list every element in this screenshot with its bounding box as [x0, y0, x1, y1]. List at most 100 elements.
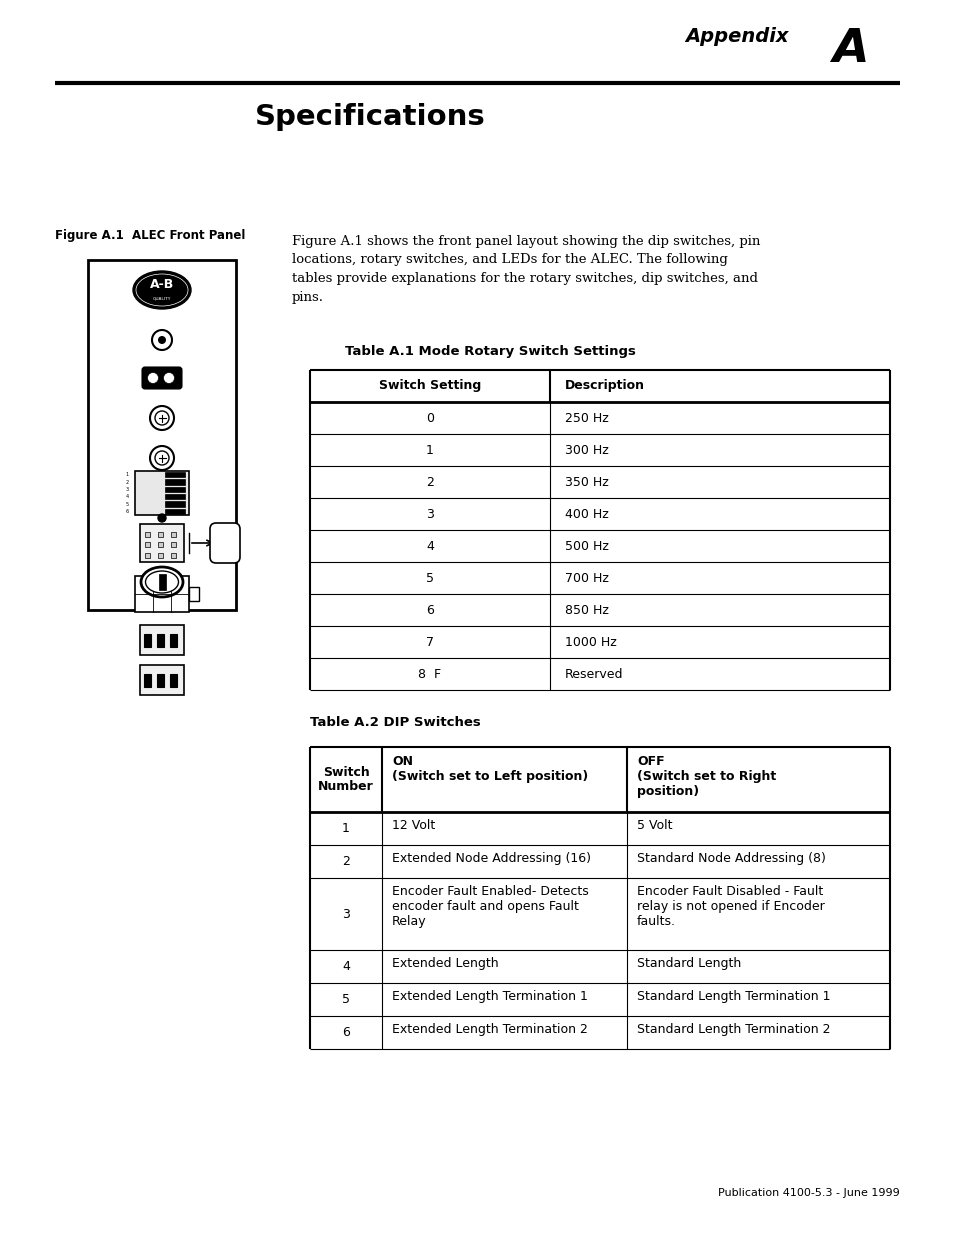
Text: 0: 0: [426, 411, 434, 425]
Text: Extended Length Termination 1: Extended Length Termination 1: [392, 990, 587, 1003]
Text: 5: 5: [426, 572, 434, 584]
Circle shape: [154, 451, 169, 466]
Bar: [156, 673, 163, 687]
Text: 300 Hz: 300 Hz: [564, 443, 608, 457]
Text: 350 Hz: 350 Hz: [564, 475, 608, 489]
Text: 6: 6: [342, 1026, 350, 1039]
Text: 3: 3: [342, 908, 350, 920]
Text: Description: Description: [564, 379, 644, 393]
Text: A-B: A-B: [150, 279, 174, 291]
Bar: [165, 509, 185, 514]
Bar: [144, 542, 150, 547]
Text: Table A.2 DIP Switches: Table A.2 DIP Switches: [310, 715, 480, 729]
FancyBboxPatch shape: [142, 368, 181, 389]
Text: Standard Length Termination 1: Standard Length Termination 1: [637, 990, 830, 1003]
Bar: [165, 494, 185, 499]
Text: Table A.1 Mode Rotary Switch Settings: Table A.1 Mode Rotary Switch Settings: [345, 346, 636, 358]
Bar: [158, 574, 165, 590]
Bar: [171, 552, 175, 557]
Circle shape: [154, 411, 169, 425]
Text: 700 Hz: 700 Hz: [564, 572, 608, 584]
Text: 1: 1: [126, 472, 129, 477]
Text: 6: 6: [126, 509, 129, 514]
Bar: [143, 673, 151, 687]
Text: 5: 5: [126, 501, 129, 506]
Text: Appendix: Appendix: [684, 27, 788, 47]
Text: QUALITY: QUALITY: [152, 296, 171, 301]
Text: Reserved: Reserved: [564, 667, 623, 680]
Text: 12 Volt: 12 Volt: [392, 819, 435, 832]
FancyBboxPatch shape: [210, 522, 240, 563]
Bar: [189, 587, 199, 601]
Bar: [171, 531, 175, 536]
Text: Standard Node Addressing (8): Standard Node Addressing (8): [637, 852, 825, 864]
Text: 3: 3: [426, 508, 434, 520]
Text: 850 Hz: 850 Hz: [564, 604, 608, 616]
Ellipse shape: [132, 270, 191, 309]
Text: 7: 7: [426, 636, 434, 648]
Text: 4: 4: [342, 960, 350, 973]
Bar: [140, 664, 184, 695]
Bar: [165, 487, 185, 492]
Text: Switch
Number: Switch Number: [317, 766, 374, 794]
Text: Encoder Fault Disabled - Fault
relay is not opened if Encoder
faults.: Encoder Fault Disabled - Fault relay is …: [637, 885, 824, 927]
Text: Extended Node Addressing (16): Extended Node Addressing (16): [392, 852, 590, 864]
Bar: [157, 552, 162, 557]
Text: 3: 3: [126, 487, 129, 492]
Text: 500 Hz: 500 Hz: [564, 540, 608, 552]
Text: 2: 2: [126, 479, 129, 484]
Bar: [170, 634, 176, 646]
Bar: [144, 552, 150, 557]
Text: Extended Length: Extended Length: [392, 957, 498, 969]
Bar: [88, 261, 235, 610]
Text: Specifications: Specifications: [254, 103, 485, 131]
Circle shape: [158, 514, 166, 522]
Bar: [165, 501, 185, 506]
Text: 2: 2: [426, 475, 434, 489]
Text: 250 Hz: 250 Hz: [564, 411, 608, 425]
Ellipse shape: [141, 567, 183, 597]
Bar: [157, 531, 162, 536]
Bar: [170, 673, 176, 687]
Text: 4: 4: [426, 540, 434, 552]
Text: Standard Length Termination 2: Standard Length Termination 2: [637, 1023, 830, 1036]
Text: 6: 6: [426, 604, 434, 616]
Bar: [135, 576, 189, 613]
Text: 5: 5: [341, 993, 350, 1007]
Circle shape: [158, 336, 166, 345]
Text: 1: 1: [426, 443, 434, 457]
Bar: [157, 542, 162, 547]
Bar: [135, 471, 189, 515]
Bar: [144, 531, 150, 536]
Text: Figure A.1  ALEC Front Panel: Figure A.1 ALEC Front Panel: [55, 228, 245, 242]
Text: 1000 Hz: 1000 Hz: [564, 636, 616, 648]
Circle shape: [150, 446, 173, 471]
Bar: [171, 542, 175, 547]
Text: Encoder Fault Enabled- Detects
encoder fault and opens Fault
Relay: Encoder Fault Enabled- Detects encoder f…: [392, 885, 588, 927]
Bar: [165, 472, 185, 477]
Circle shape: [150, 406, 173, 430]
Circle shape: [163, 373, 174, 384]
Bar: [140, 524, 184, 562]
Bar: [143, 634, 151, 646]
Circle shape: [152, 330, 172, 350]
Text: A: A: [831, 27, 868, 73]
Text: Figure A.1 shows the front panel layout showing the dip switches, pin
locations,: Figure A.1 shows the front panel layout …: [292, 235, 760, 304]
Text: Publication 4100-5.3 - June 1999: Publication 4100-5.3 - June 1999: [718, 1188, 899, 1198]
Text: 1: 1: [342, 823, 350, 835]
Ellipse shape: [146, 571, 178, 593]
Text: OFF
(Switch set to Right
position): OFF (Switch set to Right position): [637, 755, 776, 798]
Text: 2: 2: [342, 855, 350, 868]
Text: Switch Setting: Switch Setting: [378, 379, 480, 393]
Bar: [156, 634, 163, 646]
Text: Extended Length Termination 2: Extended Length Termination 2: [392, 1023, 587, 1036]
Text: Standard Length: Standard Length: [637, 957, 740, 969]
Text: 8  F: 8 F: [418, 667, 441, 680]
Text: 400 Hz: 400 Hz: [564, 508, 608, 520]
Bar: [140, 625, 184, 655]
Text: 4: 4: [126, 494, 129, 499]
Circle shape: [148, 373, 158, 384]
Bar: [165, 479, 185, 484]
Text: ON
(Switch set to Left position): ON (Switch set to Left position): [392, 755, 588, 783]
Text: 5 Volt: 5 Volt: [637, 819, 672, 832]
